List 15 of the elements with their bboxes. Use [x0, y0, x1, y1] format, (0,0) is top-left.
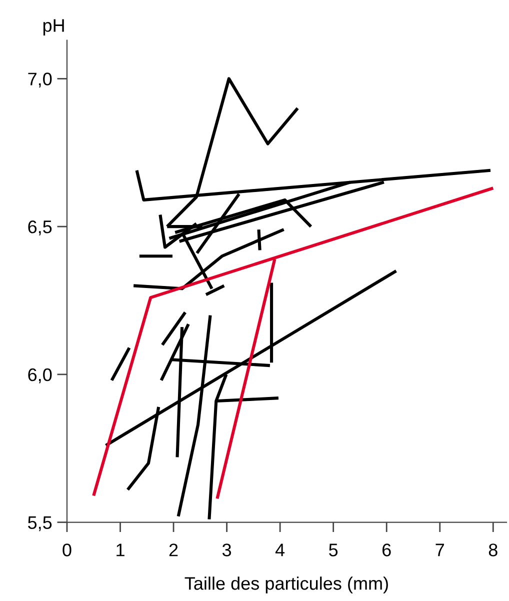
- x-tick-label: 2: [169, 544, 178, 556]
- x-tick-label: 3: [222, 544, 232, 556]
- x-axis-title: Taille des particules (mm): [184, 576, 388, 594]
- x-tick-label: 7: [436, 544, 444, 556]
- x-tick-label: 4: [275, 544, 285, 556]
- x-tick-label: 6: [382, 544, 391, 556]
- y-tick-label: 6,5: [28, 220, 52, 236]
- x-tick-label: 1: [116, 544, 124, 556]
- y-axis-title: pH: [43, 19, 64, 36]
- y-tick-label: 6,0: [28, 368, 52, 384]
- x-tick-label: 5: [329, 544, 338, 556]
- x-tick-label: 8: [488, 544, 498, 556]
- y-tick-label: 7,0: [28, 72, 52, 88]
- x-tick-label: 0: [62, 544, 72, 556]
- y-tick-label: 5,5: [28, 516, 52, 532]
